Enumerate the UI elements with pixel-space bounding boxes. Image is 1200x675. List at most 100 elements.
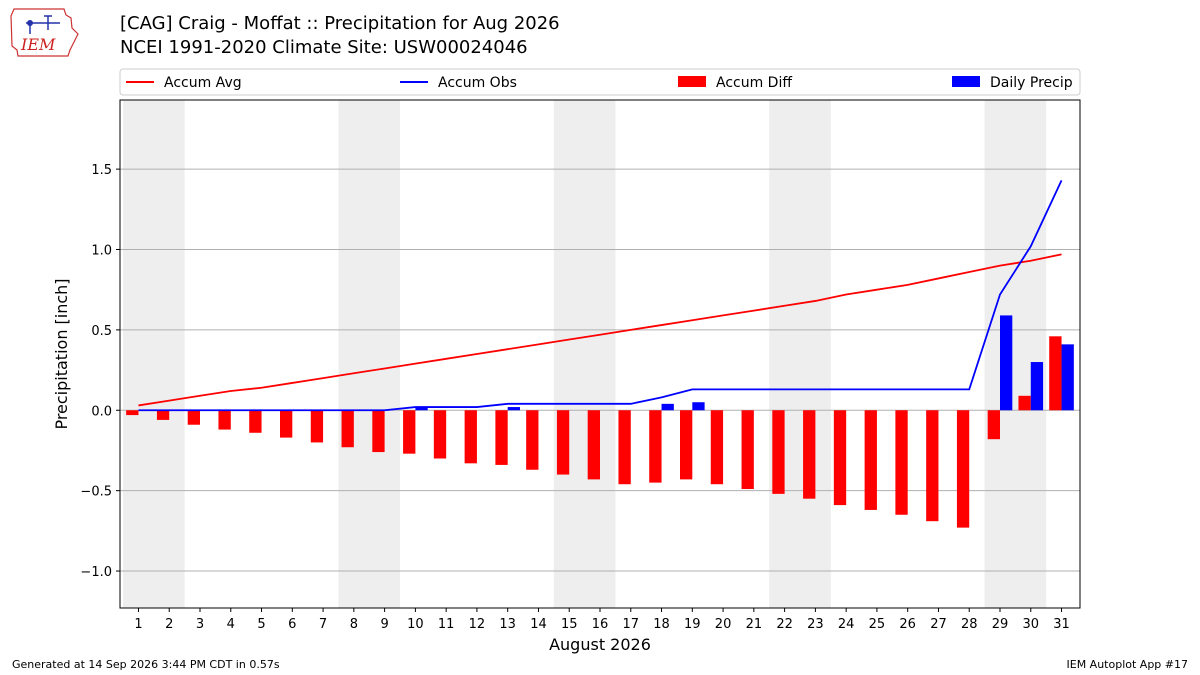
x-tick-label: 22 bbox=[776, 617, 793, 632]
accum-diff-bar-23 bbox=[803, 410, 816, 499]
daily-precip-bar-30 bbox=[1030, 362, 1044, 411]
accum-diff-bar-8 bbox=[341, 410, 354, 448]
y-tick-label: 1.5 bbox=[91, 163, 112, 178]
x-tick-label: 8 bbox=[350, 617, 358, 632]
x-tick-label: 17 bbox=[622, 617, 639, 632]
accum-avg-line bbox=[138, 253, 1062, 407]
accum-diff-bar-19 bbox=[680, 410, 693, 480]
legend-swatch-daily-precip bbox=[952, 76, 980, 87]
weekend-shade-15-16 bbox=[553, 100, 616, 608]
accum-diff-bar-16 bbox=[587, 410, 600, 480]
x-tick-label: 27 bbox=[930, 617, 947, 632]
accum-obs-line bbox=[138, 179, 1063, 412]
accum-diff-bar-18 bbox=[649, 410, 662, 483]
footer-app: IEM Autoplot App #17 bbox=[1066, 658, 1189, 671]
weekend-shading bbox=[123, 100, 1047, 608]
x-tick-label: 29 bbox=[992, 617, 1009, 632]
accum-diff-bar-20 bbox=[710, 410, 724, 485]
daily-precip-bar-10 bbox=[415, 407, 428, 411]
accum-diff-bar-5 bbox=[249, 410, 262, 433]
x-tick-label: 21 bbox=[746, 617, 763, 632]
accum-diff-bar-11 bbox=[433, 410, 447, 459]
legend-swatch-accum-diff bbox=[678, 76, 706, 87]
x-tick-label: 3 bbox=[196, 617, 204, 632]
accum-diff-bar-27 bbox=[926, 410, 939, 522]
accum-diff-bar-13 bbox=[495, 410, 508, 465]
accum-diff-bar-24 bbox=[833, 410, 847, 506]
x-tick-label: 9 bbox=[380, 617, 388, 632]
accum-diff-bar-17 bbox=[618, 410, 631, 485]
legend-label-accum-diff: Accum Diff bbox=[716, 75, 792, 91]
accum-diff-bar-4 bbox=[218, 410, 231, 430]
accum-diff-bar-9 bbox=[372, 410, 385, 453]
daily-precip-bar-29 bbox=[1000, 315, 1013, 411]
y-axis-label: Precipitation [inch] bbox=[52, 278, 71, 429]
x-tick-label: 16 bbox=[592, 617, 609, 632]
accum-diff-bar-7 bbox=[310, 410, 324, 443]
legend-label-accum-obs: Accum Obs bbox=[438, 75, 517, 91]
daily-precip-bar-31 bbox=[1061, 344, 1074, 411]
x-tick-label: 14 bbox=[530, 617, 547, 632]
legend-box bbox=[119, 68, 1081, 96]
accum-diff-bar-2 bbox=[156, 410, 170, 420]
accum-diff-bar-6 bbox=[280, 410, 293, 438]
accum-diff-bar-1 bbox=[126, 410, 139, 416]
x-tick-label: 25 bbox=[869, 617, 886, 632]
chart-subtitle: NCEI 1991-2020 Climate Site: USW00024046 bbox=[120, 37, 528, 58]
x-axis-label: August 2026 bbox=[549, 635, 651, 654]
accum-diff-bar-29 bbox=[987, 410, 1000, 440]
accum-diff-bar-3 bbox=[187, 410, 200, 425]
accum-diff-bar-10 bbox=[403, 410, 416, 454]
weekend-shade-1-2 bbox=[123, 100, 185, 608]
weekend-shade-29-30 bbox=[984, 100, 1047, 608]
accum-diff-bar-21 bbox=[741, 410, 754, 490]
x-tick-label: 2 bbox=[165, 617, 173, 632]
x-tick-label: 10 bbox=[407, 617, 424, 632]
x-tick-label: 12 bbox=[469, 617, 486, 632]
y-tick-label: 0.0 bbox=[91, 404, 112, 419]
legend: Accum Avg Accum Obs Accum Diff Daily Precip bbox=[119, 68, 1081, 96]
lines bbox=[138, 179, 1063, 412]
y-tick-label: 0.5 bbox=[91, 324, 112, 339]
daily-precip-bar-13 bbox=[507, 407, 520, 411]
legend-label-accum-avg: Accum Avg bbox=[164, 75, 242, 91]
x-tick-label: 5 bbox=[257, 617, 265, 632]
x-tick-label: 28 bbox=[961, 617, 978, 632]
x-tick-label: 19 bbox=[684, 617, 701, 632]
chart-title: [CAG] Craig - Moffat :: Precipitation fo… bbox=[120, 13, 560, 34]
accum-diff-bar-26 bbox=[895, 410, 908, 515]
iem-logo: IEM bbox=[8, 6, 80, 58]
x-tick-label: 7 bbox=[319, 617, 327, 632]
accum-diff-bar-22 bbox=[772, 410, 785, 494]
x-tick-label: 20 bbox=[715, 617, 732, 632]
accum-diff-bar-12 bbox=[464, 410, 477, 464]
daily-precip-bar-19 bbox=[692, 402, 705, 411]
x-tick-label: 26 bbox=[899, 617, 916, 632]
x-tick-label: 13 bbox=[499, 617, 516, 632]
x-tick-label: 30 bbox=[1022, 617, 1039, 632]
x-tick-label: 4 bbox=[227, 617, 235, 632]
footer-generated: Generated at 14 Sep 2026 3:44 PM CDT in … bbox=[12, 658, 280, 671]
x-tick-label: 24 bbox=[838, 617, 855, 632]
accum-diff-bar-28 bbox=[956, 410, 970, 528]
x-tick-label: 6 bbox=[288, 617, 296, 632]
x-tick-label: 15 bbox=[561, 617, 578, 632]
y-tick-label: 1.0 bbox=[91, 244, 112, 259]
x-tick-label: 31 bbox=[1053, 617, 1070, 632]
x-tick-label: 23 bbox=[807, 617, 824, 632]
y-tick-label: −1.0 bbox=[80, 565, 112, 580]
axes: −1.0−0.50.00.51.01.51 2 3 4 5 6 7 8 9 10 11 12 13 14 1… bbox=[80, 163, 1069, 632]
x-tick-label: 1 bbox=[134, 617, 142, 632]
legend-label-daily-precip: Daily Precip bbox=[990, 75, 1073, 91]
weekend-shade-8-9 bbox=[338, 100, 400, 608]
daily-precip-bar-18 bbox=[661, 403, 674, 411]
accum-diff-bar-15 bbox=[556, 410, 570, 475]
weekend-shade-22-23 bbox=[769, 100, 831, 608]
accum-diff-bar-31 bbox=[1049, 336, 1062, 411]
x-tick-label: 11 bbox=[438, 617, 455, 632]
accum-diff-bar-30 bbox=[1018, 395, 1031, 411]
bars bbox=[126, 315, 1074, 528]
y-tick-label: −0.5 bbox=[80, 485, 112, 500]
accum-diff-bar-25 bbox=[864, 410, 877, 510]
